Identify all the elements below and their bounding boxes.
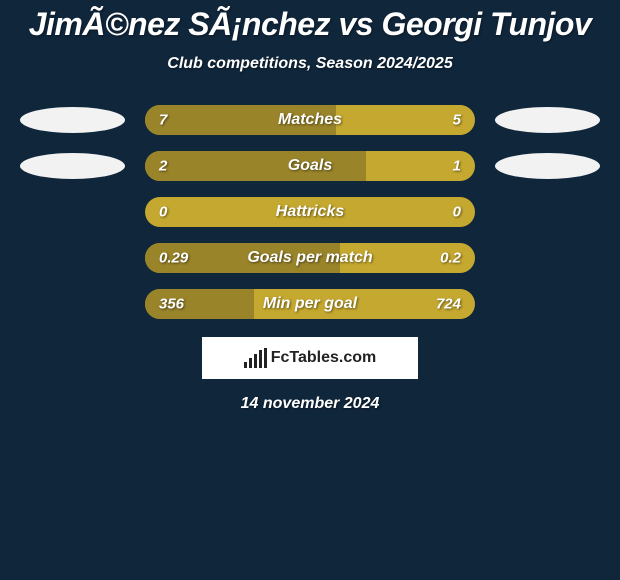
subtitle: Club competitions, Season 2024/2025 [0, 55, 620, 73]
stat-left-value: 2 [159, 158, 167, 175]
brand-text: FcTables.com [271, 349, 377, 367]
stat-right-value: 724 [436, 296, 461, 313]
stat-label: Matches [278, 111, 342, 129]
ellipse-spacer [495, 291, 600, 317]
stat-row: 356 Min per goal 724 [10, 289, 610, 319]
stat-label: Min per goal [263, 295, 357, 313]
stat-row: 7 Matches 5 [10, 105, 610, 135]
stat-right-value: 0 [453, 204, 461, 221]
stat-left-value: 0 [159, 204, 167, 221]
stat-label: Goals [288, 157, 332, 175]
ellipse-spacer [20, 245, 125, 271]
bar-fill-left [145, 151, 366, 181]
stat-row: 0 Hattricks 0 [10, 197, 610, 227]
stat-bar: 0.29 Goals per match 0.2 [145, 243, 475, 273]
ellipse-spacer [20, 199, 125, 225]
stat-bar: 7 Matches 5 [145, 105, 475, 135]
stat-bar: 356 Min per goal 724 [145, 289, 475, 319]
ellipse-spacer [495, 199, 600, 225]
player-left-ellipse [20, 107, 125, 133]
page-title: JimÃ©nez SÃ¡nchez vs Georgi Tunjov [0, 0, 620, 43]
stat-row: 2 Goals 1 [10, 151, 610, 181]
date-text: 14 november 2024 [0, 395, 620, 413]
brand-box: FcTables.com [202, 337, 418, 379]
stat-right-value: 0.2 [440, 250, 461, 267]
player-right-ellipse [495, 107, 600, 133]
player-right-ellipse [495, 153, 600, 179]
player-left-ellipse [20, 153, 125, 179]
stat-row: 0.29 Goals per match 0.2 [10, 243, 610, 273]
stats-container: 7 Matches 5 2 Goals 1 0 Hattricks 0 0.29 Goals per… [0, 105, 620, 319]
stat-left-value: 356 [159, 296, 184, 313]
stat-left-value: 7 [159, 112, 167, 129]
ellipse-spacer [20, 291, 125, 317]
stat-left-value: 0.29 [159, 250, 188, 267]
stat-right-value: 1 [453, 158, 461, 175]
stat-label: Hattricks [276, 203, 344, 221]
stat-bar: 2 Goals 1 [145, 151, 475, 181]
ellipse-spacer [495, 245, 600, 271]
chart-icon [244, 348, 267, 368]
stat-right-value: 5 [453, 112, 461, 129]
stat-label: Goals per match [247, 249, 372, 267]
stat-bar: 0 Hattricks 0 [145, 197, 475, 227]
